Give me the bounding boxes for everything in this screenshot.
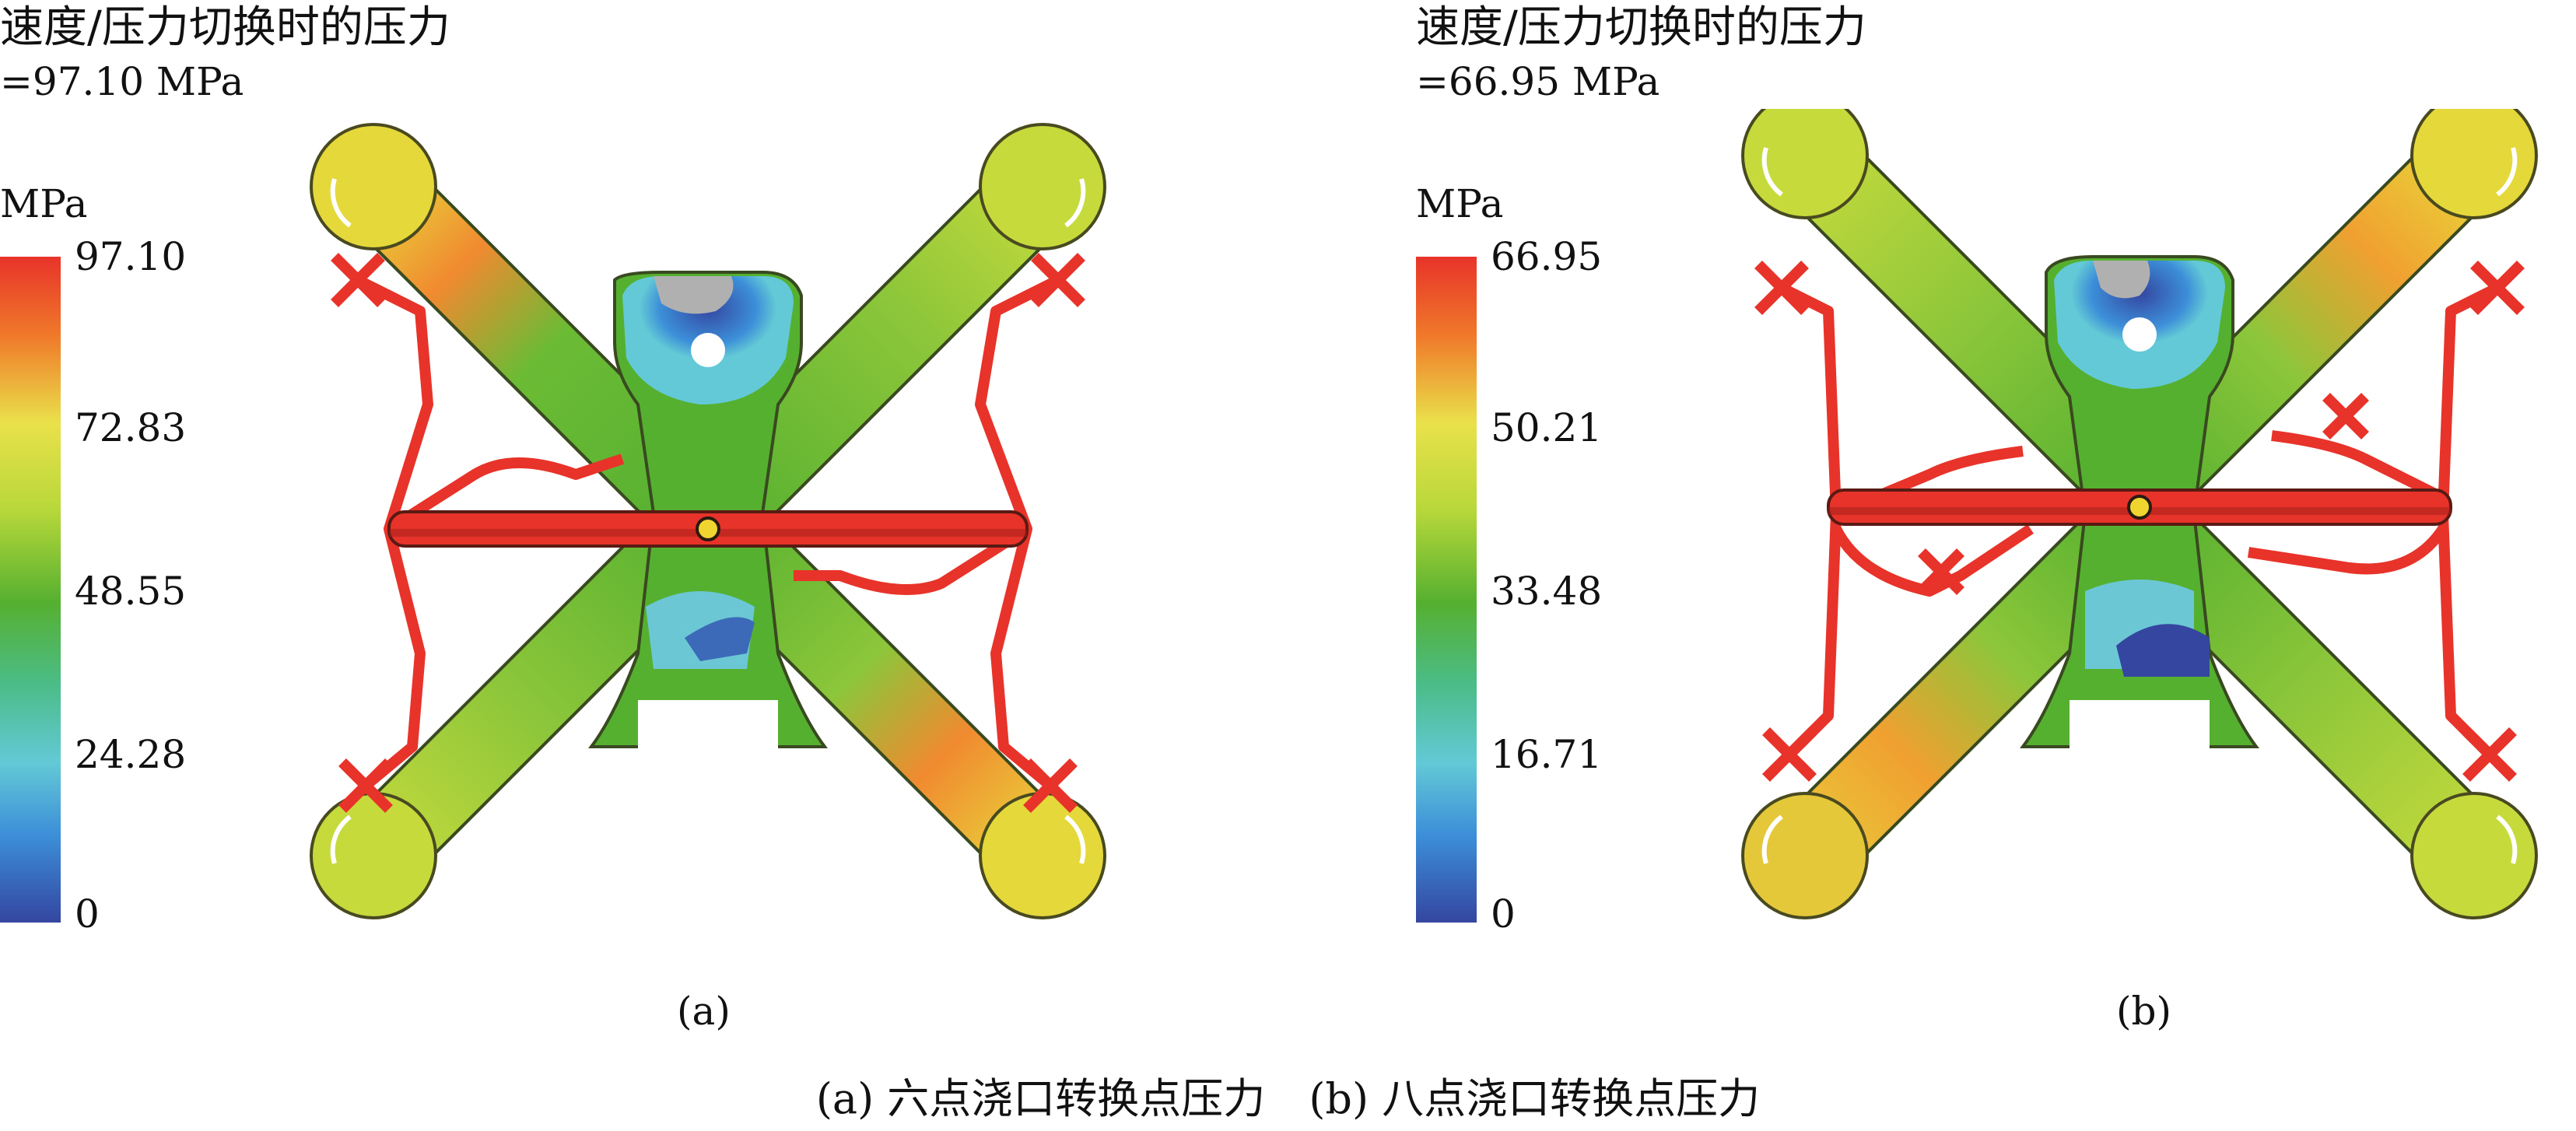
figure-caption: (a) 六点浇口转换点压力 (b) 八点浇口转换点压力 bbox=[0, 1072, 2576, 1126]
colorbar-tick-max: 97.10 bbox=[75, 234, 187, 279]
colorbar-tick-1: 24.28 bbox=[75, 732, 187, 777]
pressure-colorbar bbox=[1416, 257, 1477, 923]
panel-title: 速度/压力切换时的压力 bbox=[1416, 2, 1866, 53]
sprue-gate-marker bbox=[696, 516, 720, 541]
panel-b: 速度/压力切换时的压力 =66.95 MPa MPa 66.95 50.21 3… bbox=[1416, 0, 2576, 1035]
colorbar-tick-1: 16.71 bbox=[1491, 732, 1603, 777]
part-arms bbox=[330, 143, 1086, 899]
colorbar-tick-3: 50.21 bbox=[1491, 405, 1603, 450]
part-bosses bbox=[310, 123, 1106, 919]
panel-letter: (b) bbox=[2116, 989, 2172, 1034]
colorbar-unit: MPa bbox=[1416, 181, 1504, 226]
pressure-colorbar bbox=[0, 257, 61, 923]
panel-letter: (a) bbox=[677, 989, 731, 1034]
colorbar-tick-3: 72.83 bbox=[75, 405, 187, 450]
sprue-gate-marker bbox=[2127, 495, 2152, 520]
panel-a: 速度/压力切换时的压力 =97.10 MPa MPa 97.10 72.83 4… bbox=[0, 0, 1284, 1035]
switch-pressure-value: =66.95 MPa bbox=[1416, 59, 1660, 104]
colorbar-tick-min: 0 bbox=[75, 891, 100, 937]
part-bosses bbox=[1741, 109, 2538, 919]
eight-gate-part-pressure-plot bbox=[1741, 109, 2538, 919]
caption-b: (b) 八点浇口转换点压力 bbox=[1309, 1074, 1761, 1123]
colorbar-tick-min: 0 bbox=[1491, 891, 1516, 937]
colorbar-tick-2: 48.55 bbox=[75, 569, 187, 614]
switch-pressure-value: =97.10 MPa bbox=[0, 59, 244, 104]
caption-a: (a) 六点浇口转换点压力 bbox=[815, 1074, 1266, 1123]
colorbar-unit: MPa bbox=[0, 181, 88, 226]
part-hub bbox=[588, 271, 828, 762]
panel-title: 速度/压力切换时的压力 bbox=[0, 2, 450, 53]
colorbar-tick-2: 33.48 bbox=[1491, 569, 1603, 614]
six-gate-part-pressure-plot bbox=[310, 123, 1106, 919]
colorbar-tick-max: 66.95 bbox=[1491, 234, 1603, 279]
